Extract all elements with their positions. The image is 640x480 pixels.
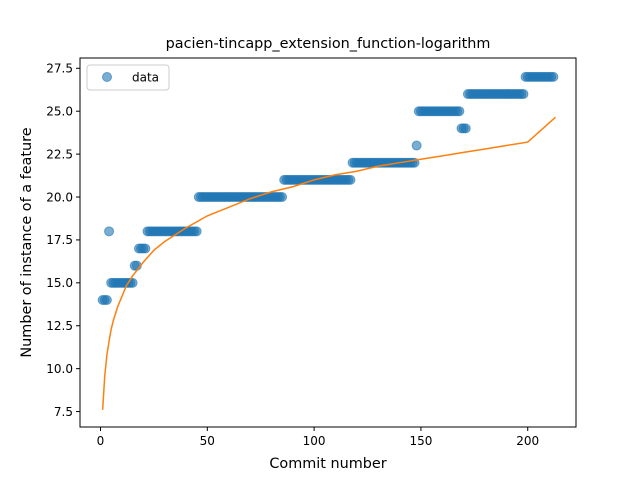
plot-frame	[79, 57, 577, 428]
x-tick-label: 100	[303, 434, 326, 448]
x-tick-label: 200	[516, 434, 539, 448]
y-tick-label: 7.5	[54, 405, 73, 419]
data-point	[277, 192, 288, 203]
data-point	[460, 123, 471, 134]
y-axis: 7.5 10.0 12.5 15.0 17.5 20.0 22.5 25.0 27.5	[46, 62, 80, 419]
legend-marker-data	[102, 72, 112, 82]
y-tick-label: 17.5	[46, 233, 73, 247]
y-tick-label: 10.0	[46, 362, 73, 376]
data-point	[548, 71, 559, 82]
legend-label-data: data	[132, 71, 159, 85]
data-point	[191, 226, 202, 237]
data-point	[518, 89, 529, 100]
y-tick-label: 22.5	[46, 147, 73, 161]
chart-title: pacien-tincapp_extension_function-logari…	[166, 36, 491, 52]
data-point	[411, 140, 422, 151]
data-point	[104, 226, 115, 237]
y-tick-label: 15.0	[46, 276, 73, 290]
x-tick-label: 150	[409, 434, 432, 448]
data-point	[454, 106, 465, 117]
x-tick-label: 0	[97, 434, 105, 448]
x-tick-label: 50	[200, 434, 215, 448]
y-tick-label: 27.5	[46, 62, 73, 76]
y-tick-label: 12.5	[46, 319, 73, 333]
fit-line	[101, 116, 556, 410]
y-tick-label: 20.0	[46, 190, 73, 204]
data-point	[140, 243, 151, 254]
legend-box	[86, 64, 170, 91]
data-point	[345, 174, 356, 185]
y-axis-label: Number of instance of a feature	[19, 127, 35, 357]
legend: data	[86, 64, 170, 91]
x-axis: 0 50 100 150 200	[97, 427, 539, 448]
plot-area	[97, 71, 559, 410]
data-point	[101, 295, 112, 305]
x-axis-label: Commit number	[269, 456, 386, 472]
y-tick-label: 25.0	[46, 105, 73, 119]
